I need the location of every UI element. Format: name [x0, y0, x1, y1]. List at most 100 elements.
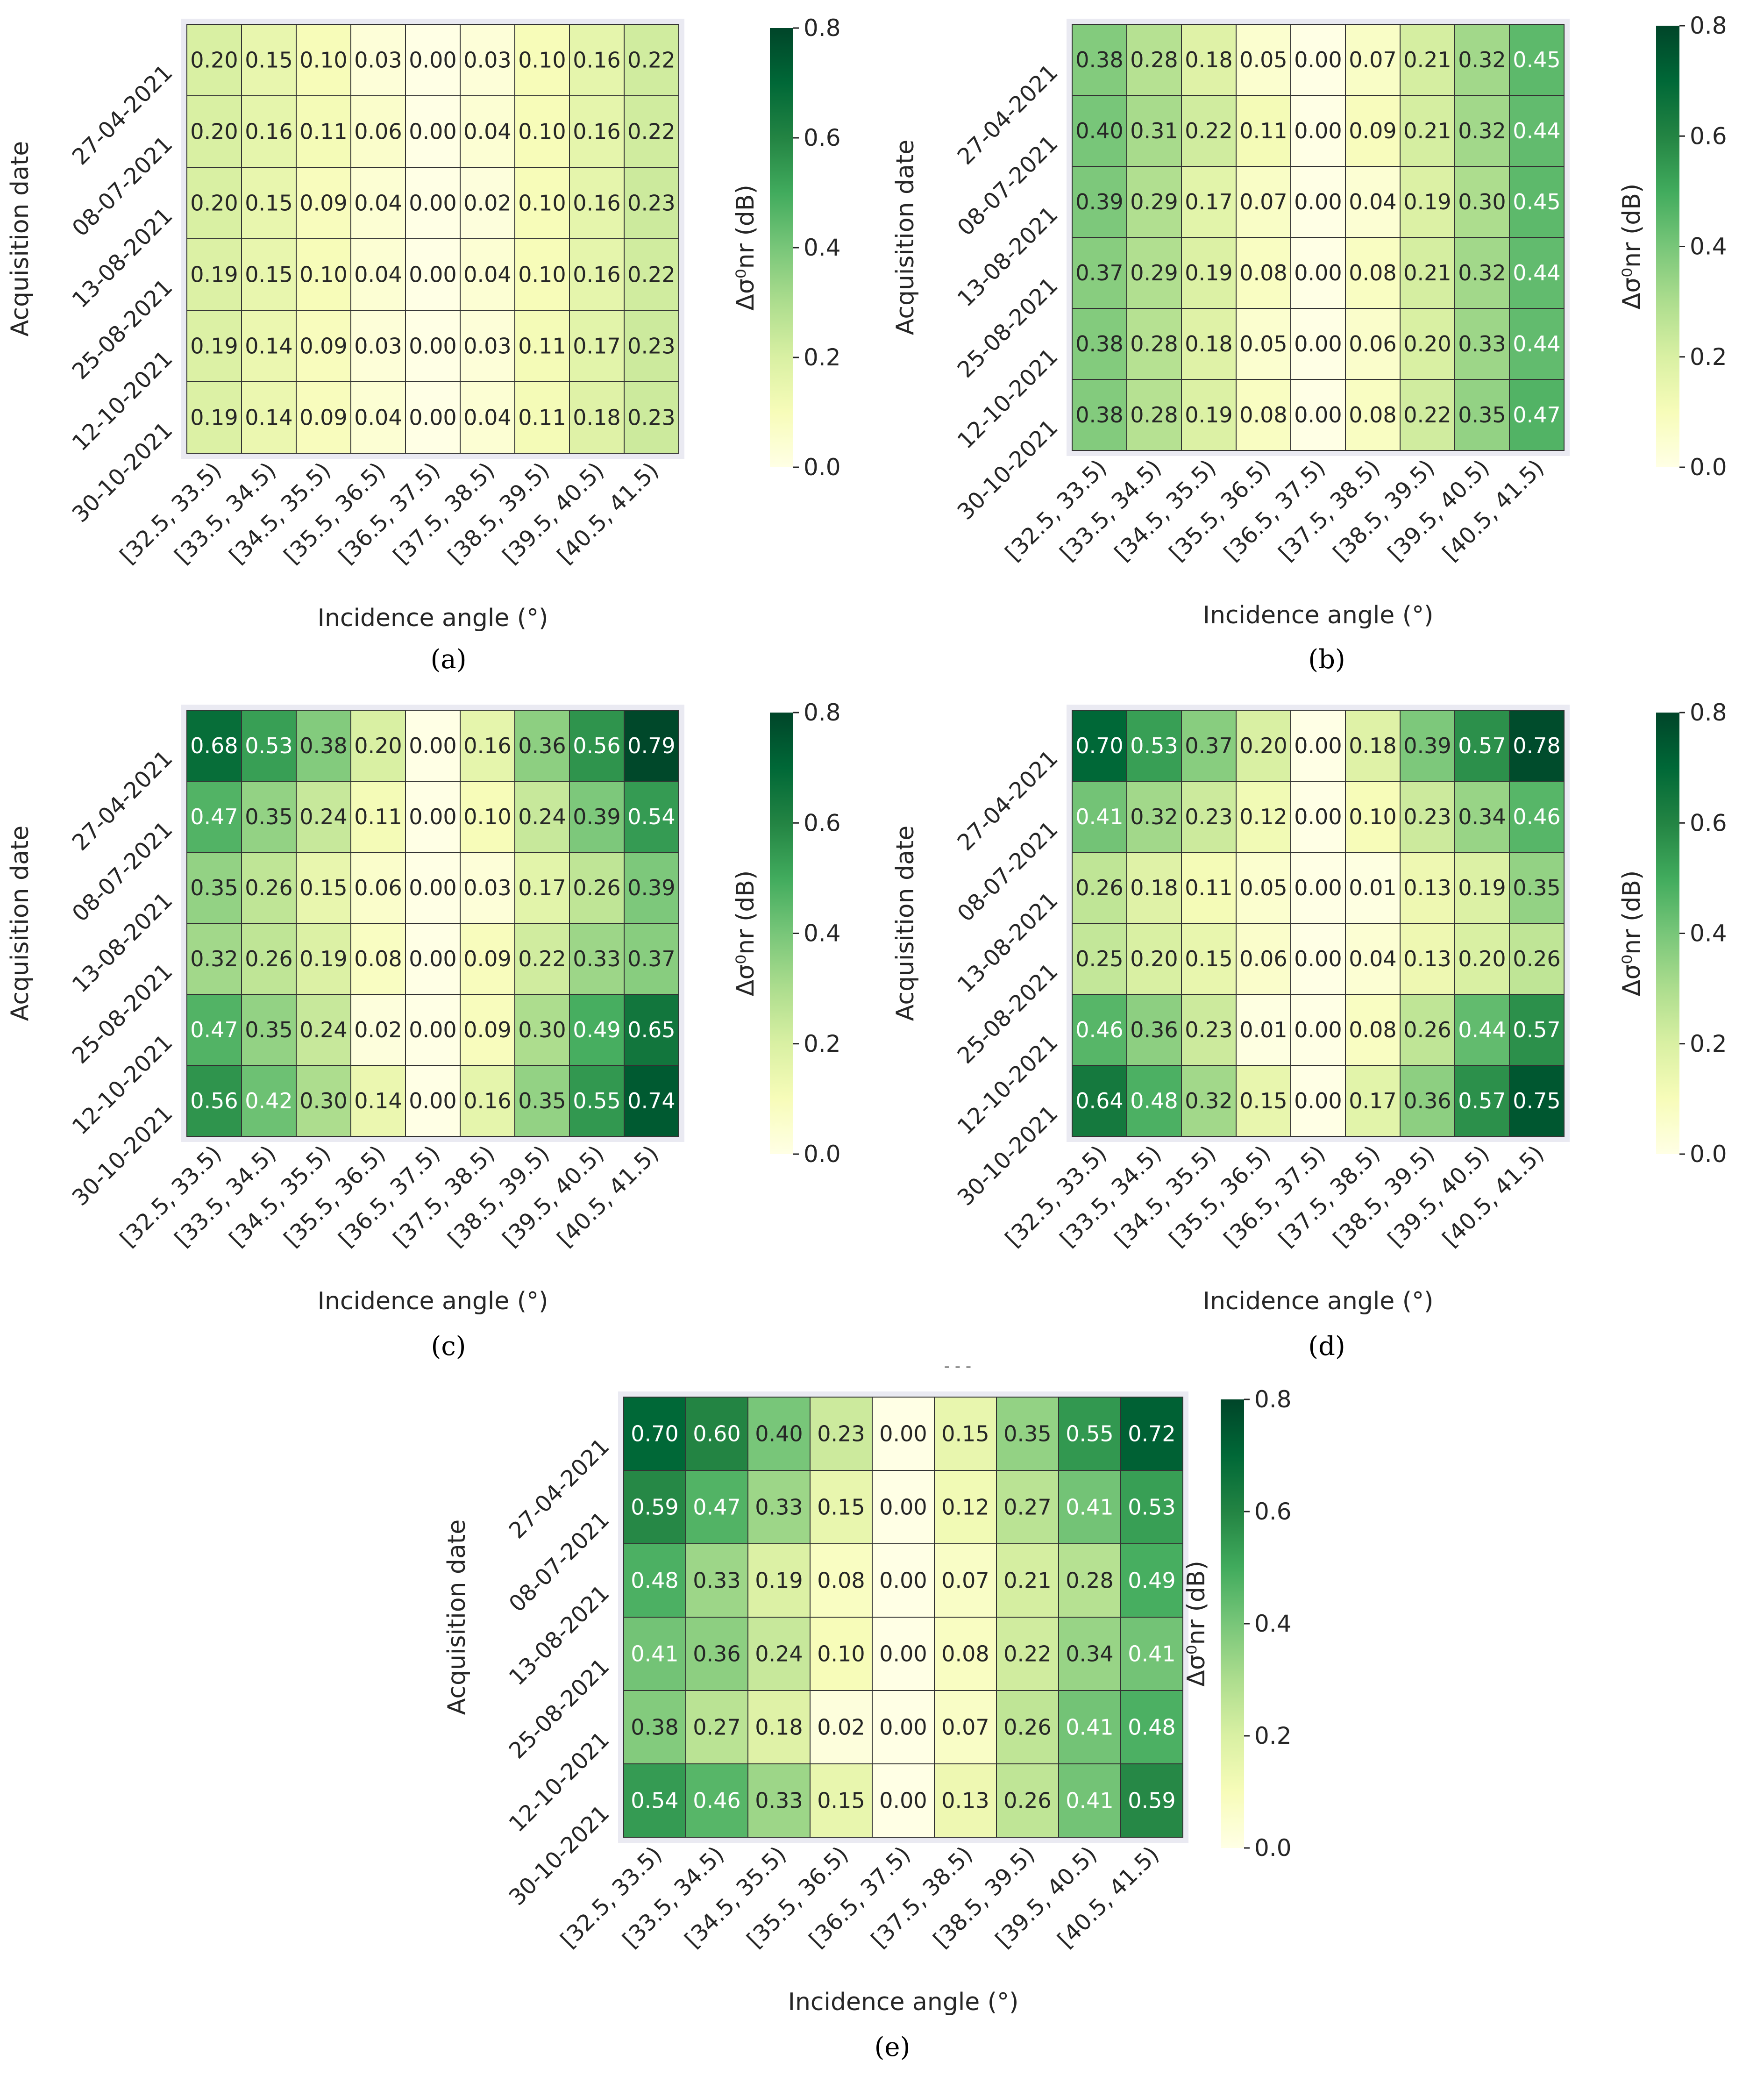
heatmap-cell: [241, 710, 297, 782]
cell-value: 0.00: [879, 1788, 927, 1813]
cell-value: 0.27: [1003, 1495, 1051, 1520]
heatmap-cell: [350, 167, 406, 239]
heatmap-cell: [1345, 994, 1401, 1066]
heatmap-cell: [1126, 308, 1182, 380]
cell-value: 0.02: [463, 191, 511, 216]
cell-value: 0.04: [463, 119, 511, 144]
colorbar-label: Δσ⁰nr (dB): [732, 870, 760, 997]
colorbar-tick-label: 0.2: [1690, 1030, 1727, 1057]
cell-value: 0.23: [1403, 804, 1451, 829]
x-axis-label: Incidence angle (°): [318, 1287, 548, 1315]
heatmap-cell: [1181, 852, 1237, 924]
cell-value: 0.20: [190, 191, 238, 216]
cell-value: 0.54: [631, 1788, 678, 1813]
heatmap-cell: [1072, 994, 1127, 1066]
cell-value: 0.42: [245, 1088, 292, 1113]
cell-value: 0.16: [463, 733, 511, 758]
cell-value: 0.11: [518, 334, 566, 359]
cell-value: 0.09: [463, 1017, 511, 1042]
cell-value: 0.28: [1130, 47, 1178, 72]
cell-value: 0.10: [518, 119, 566, 144]
cell-value: 0.33: [755, 1788, 803, 1813]
cell-value: 0.08: [1349, 260, 1396, 285]
cell-value: 0.04: [463, 262, 511, 287]
heatmap-cell: [1400, 308, 1455, 380]
cell-value: 0.00: [1294, 946, 1342, 971]
x-axis-label: Incidence angle (°): [318, 604, 548, 632]
cell-value: 0.08: [1239, 402, 1287, 428]
cell-value: 0.07: [941, 1715, 989, 1740]
colorbar: [1656, 713, 1679, 1154]
cell-value: 0.04: [463, 405, 511, 430]
cell-value: 0.41: [1075, 804, 1123, 829]
cell-value: 0.00: [409, 334, 456, 359]
cell-value: 0.17: [1349, 1088, 1396, 1113]
heatmap-cell: [405, 994, 461, 1066]
heatmap-cell: [747, 1543, 811, 1618]
cell-value: 0.00: [1294, 189, 1342, 214]
cell-value: 0.00: [1294, 804, 1342, 829]
heatmap-cell: [1072, 852, 1127, 924]
heatmap-cell: [1236, 379, 1291, 451]
heatmap-cell: [810, 1617, 873, 1691]
heatmap-cell: [514, 167, 570, 239]
heatmap-cell: [624, 167, 679, 239]
heatmap-cell: [1181, 379, 1237, 451]
y-axis-label: Acquisition date: [891, 826, 919, 1021]
y-axis-label: Acquisition date: [6, 141, 34, 337]
heatmap-cell: [1120, 1763, 1183, 1838]
cell-value: 0.39: [1403, 733, 1451, 758]
heatmap-cell: [1236, 24, 1291, 96]
cell-value: 0.21: [1003, 1568, 1051, 1593]
cell-value: 0.41: [1066, 1495, 1113, 1520]
heatmap-cell: [1236, 710, 1291, 782]
heatmap-cell: [996, 1397, 1059, 1471]
cell-value: 0.32: [1458, 47, 1506, 72]
cell-value: 0.34: [1458, 804, 1506, 829]
cell-value: 0.48: [1130, 1088, 1178, 1113]
panel-caption: (d): [1308, 1331, 1345, 1362]
cell-value: 0.44: [1513, 118, 1560, 143]
cell-value: 0.44: [1513, 260, 1560, 285]
heatmap-cell: [1236, 852, 1291, 924]
colorbar-label: Δσ⁰nr (dB): [1618, 184, 1646, 310]
heatmap-cell: [624, 381, 679, 454]
heatmap-cell: [405, 781, 461, 853]
heatmap-cell: [872, 1617, 935, 1691]
colorbar-tick-label: 0.2: [1690, 343, 1727, 371]
heatmap-cell: [934, 1397, 997, 1471]
cell-value: 0.22: [1185, 118, 1232, 143]
heatmap-cell: [624, 710, 679, 782]
cell-value: 0.09: [1349, 118, 1396, 143]
cell-value: 0.32: [1458, 118, 1506, 143]
heatmap-cell: [1181, 95, 1237, 167]
cell-value: 0.74: [627, 1088, 675, 1113]
heatmap-cell: [1181, 308, 1237, 380]
heatmap-cell: [872, 1690, 935, 1764]
heatmap-cell: [350, 781, 406, 853]
heatmap-cell: [1120, 1543, 1183, 1618]
heatmap-cell: [1400, 24, 1455, 96]
cell-value: 0.36: [1403, 1088, 1451, 1113]
heatmap-cell: [186, 24, 242, 96]
cell-value: 0.10: [518, 262, 566, 287]
heatmap-cell: [1400, 379, 1455, 451]
heatmap-cell: [296, 167, 351, 239]
heatmap-cell: [1400, 781, 1455, 853]
heatmap-cell: [1345, 923, 1401, 995]
cell-value: 0.30: [518, 1017, 566, 1042]
cell-value: 0.28: [1130, 402, 1178, 428]
heatmap-cell: [241, 781, 297, 853]
cell-value: 0.19: [299, 946, 347, 971]
colorbar-tick-label: 0.2: [804, 344, 841, 371]
heatmap-cell: [405, 167, 461, 239]
heatmap-cell: [514, 710, 570, 782]
heatmap-cell: [1509, 1065, 1565, 1137]
cell-value: 0.14: [245, 334, 292, 359]
heatmap-cell: [186, 381, 242, 454]
cell-value: 0.00: [1294, 1088, 1342, 1113]
heatmap-cell: [296, 24, 351, 96]
cell-value: 0.37: [1075, 260, 1123, 285]
colorbar-tick-label: 0.0: [1254, 1834, 1292, 1862]
cell-value: 0.18: [1185, 47, 1232, 72]
